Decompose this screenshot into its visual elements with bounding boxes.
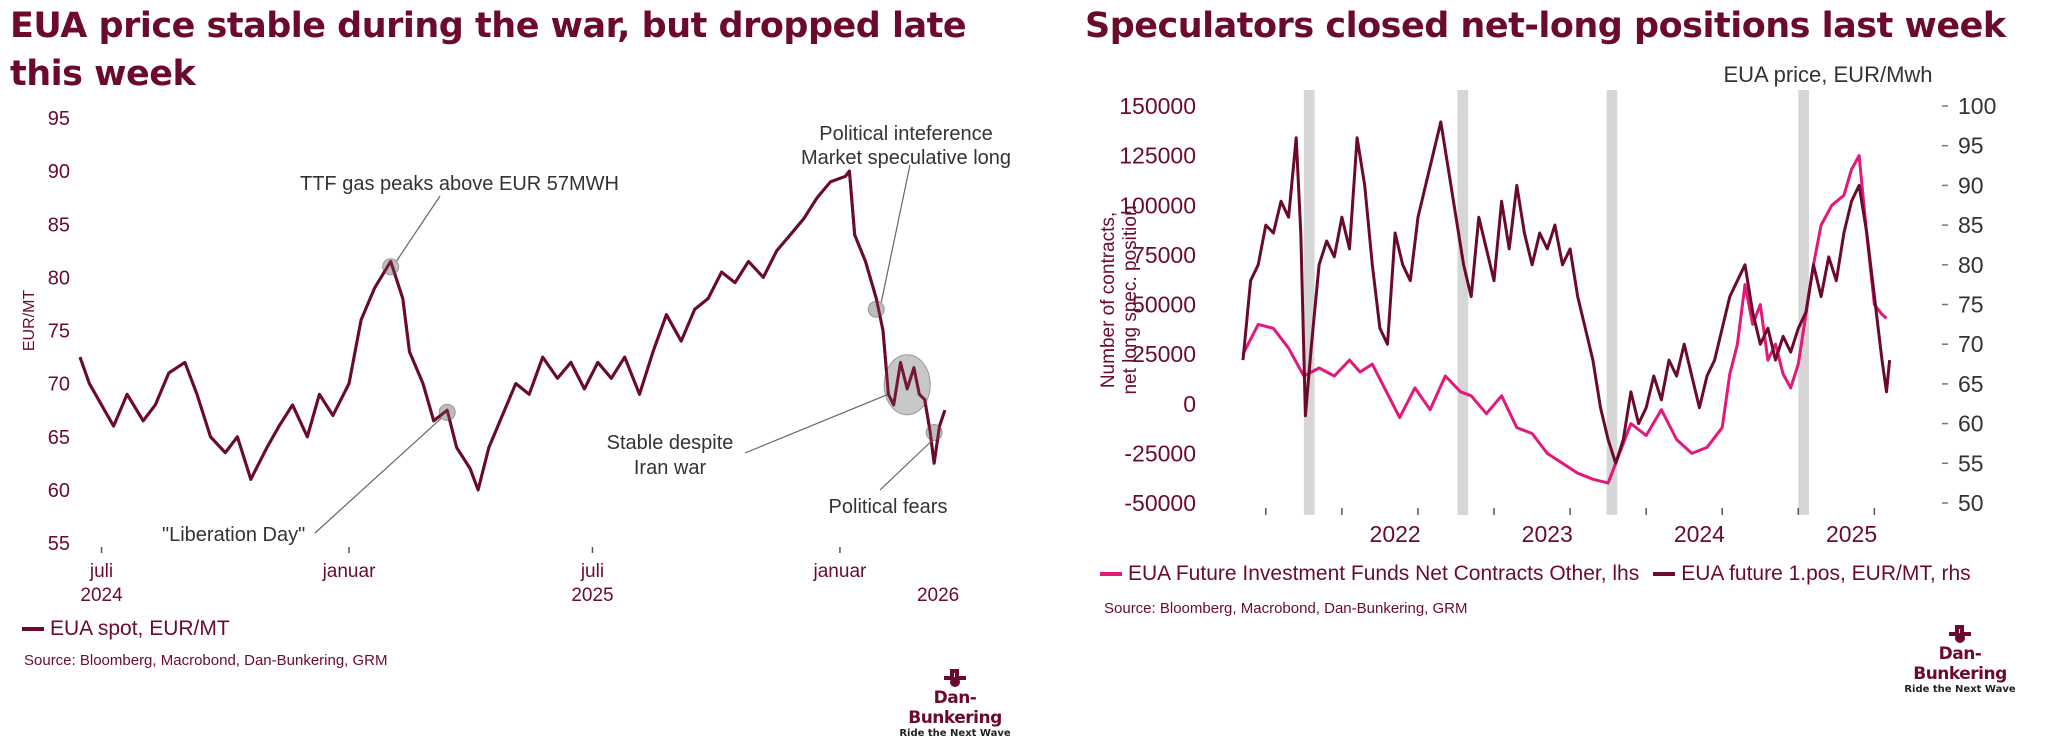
right-series-investment-funds bbox=[1241, 154, 1888, 485]
logo-brand: Dan-Bunkering bbox=[908, 688, 1002, 728]
annotation-leader-liberation bbox=[314, 417, 442, 534]
dan-bunkering-logo-icon bbox=[944, 669, 966, 687]
right-y2tick-label: 60 bbox=[1958, 411, 1984, 437]
left-xtick-label: januar bbox=[813, 561, 867, 582]
right-ytick-label: 150000 bbox=[1119, 93, 1196, 119]
annotation-text-stable-line2: Iran war bbox=[634, 457, 707, 479]
left-legend: EUA spot, EUR/MT bbox=[22, 617, 230, 641]
annotation-text-political-line1: Political inteference bbox=[819, 123, 992, 145]
right-xtick-label: 2024 bbox=[1674, 521, 1725, 547]
right-chart-svg: -50000 -25000 0 25000 50000 75000 100000 125000… bbox=[1098, 62, 1996, 547]
left-source: Source: Bloomberg, Macrobond, Dan-Bunker… bbox=[24, 652, 388, 669]
right-y2tick-label: 75 bbox=[1958, 292, 1984, 318]
right-ytick-label: 25000 bbox=[1132, 341, 1196, 367]
left-ytick-label: 60 bbox=[48, 480, 70, 502]
right-y2tick-label: 85 bbox=[1958, 212, 1984, 238]
logo-tagline: Ride the Next Wave bbox=[899, 728, 1011, 739]
right-y2tick-label: 90 bbox=[1958, 172, 1984, 198]
right-y2tick-label: 100 bbox=[1958, 93, 1996, 119]
right-y2tick-label: 80 bbox=[1958, 252, 1984, 278]
left-ytick-label: 85 bbox=[48, 214, 70, 236]
right-ylabel-line1: Number of contracts, bbox=[1098, 212, 1119, 388]
legend-swatch-eua-future bbox=[1653, 572, 1676, 576]
right-ytick-label: 50000 bbox=[1132, 292, 1196, 318]
annotation-leader-stable bbox=[744, 394, 888, 454]
annotation-text-liberation: "Liberation Day" bbox=[162, 524, 305, 546]
right-ytick-label: 125000 bbox=[1119, 143, 1196, 169]
right-ytick-label: -50000 bbox=[1124, 490, 1196, 516]
right-shaded-period bbox=[1606, 90, 1618, 515]
left-ytick-label: 75 bbox=[48, 321, 70, 343]
left-series-eua-spot-overlay bbox=[78, 169, 947, 492]
dan-bunkering-logo-icon bbox=[1949, 625, 1971, 643]
right-y2tick-label: 50 bbox=[1958, 490, 1984, 516]
legend-label-eua-spot: EUA spot, EUR/MT bbox=[50, 617, 230, 640]
left-xtick-label: juli bbox=[89, 561, 113, 582]
legend-label-investment-funds: EUA Future Investment Funds Net Contract… bbox=[1128, 562, 1640, 585]
right-shaded-period bbox=[1798, 90, 1809, 515]
right-y2tick-label: 95 bbox=[1958, 133, 1984, 159]
right-ytick-label: 0 bbox=[1183, 391, 1196, 417]
right-ytick-label: 100000 bbox=[1119, 192, 1196, 218]
annotation-leader-ttf bbox=[396, 195, 441, 262]
left-ytick-label: 65 bbox=[48, 427, 70, 449]
right-y2label: EUA price, EUR/Mwh bbox=[1723, 62, 1932, 87]
right-y2tick-label: 70 bbox=[1958, 331, 1984, 357]
right-shaded-period bbox=[1303, 90, 1315, 515]
legend-swatch-investment-funds bbox=[1100, 572, 1122, 576]
right-xtick-label: 2025 bbox=[1826, 521, 1877, 547]
right-xtick-label: 2022 bbox=[1370, 521, 1421, 547]
right-xtick-label: 2023 bbox=[1522, 521, 1573, 547]
left-xtick-label: januar bbox=[322, 561, 376, 582]
right-y2tick-label: 55 bbox=[1958, 450, 1984, 476]
right-legend: EUA Future Investment Funds Net Contract… bbox=[1100, 562, 1971, 586]
legend-label-eua-future: EUA future 1.pos, EUR/MT, rhs bbox=[1681, 562, 1971, 585]
logo-tagline: Ride the Next Wave bbox=[1904, 684, 2016, 695]
left-xtick-year: 2025 bbox=[571, 585, 613, 606]
left-ylabel: EUR/MT bbox=[21, 290, 38, 352]
right-source: Source: Bloomberg, Macrobond, Dan-Bunker… bbox=[1104, 600, 1468, 617]
right-shaded-period bbox=[1457, 90, 1469, 515]
right-ylabel-line2: net long spec. position bbox=[1120, 205, 1141, 394]
left-ytick-label: 70 bbox=[48, 374, 70, 396]
left-ytick-label: 90 bbox=[48, 161, 70, 183]
left-chart-title: EUA price stable during the war, but dro… bbox=[10, 6, 967, 94]
left-xtick-label: juli bbox=[580, 561, 604, 582]
left-xtick-year: 2024 bbox=[80, 585, 123, 606]
left-xtick-year: 2026 bbox=[917, 585, 959, 606]
annotation-text-stable-line1: Stable despite bbox=[607, 432, 734, 454]
right-ytick-label: -25000 bbox=[1124, 440, 1196, 466]
annotation-text-political-line2: Market speculative long bbox=[801, 147, 1011, 169]
left-ytick-label: 55 bbox=[48, 533, 70, 555]
annotation-text-ttf: TTF gas peaks above EUR 57MWH bbox=[300, 173, 619, 195]
annotation-leader-political bbox=[880, 164, 911, 303]
right-ytick-label: 75000 bbox=[1132, 242, 1196, 268]
logo-brand: Dan-Bunkering bbox=[1913, 644, 2007, 684]
left-logo: Dan-Bunkering Ride the Next Wave bbox=[895, 668, 1015, 740]
annotation-leader-fears bbox=[879, 440, 933, 491]
left-chart-panel: EUA price stable during the war, but dro… bbox=[10, 6, 1011, 739]
left-ytick-label: 80 bbox=[48, 267, 70, 289]
left-series-eua-spot bbox=[78, 169, 947, 492]
left-ytick-label: 95 bbox=[48, 108, 70, 130]
right-chart-title: Speculators closed net-long positions la… bbox=[1085, 6, 2006, 46]
left-chart-svg: 55 60 65 70 75 80 85 90 95 EUR/MT juli 2024 januar ju… bbox=[21, 108, 1011, 606]
right-y2tick-label: 65 bbox=[1958, 371, 1984, 397]
right-logo: Dan-Bunkering Ride the Next Wave bbox=[1900, 624, 2020, 696]
annotation-text-fears: Political fears bbox=[829, 496, 948, 518]
right-chart-panel: Speculators closed net-long positions la… bbox=[1080, 0, 2072, 726]
legend-swatch-eua-spot bbox=[22, 627, 44, 631]
right-series-eua-future bbox=[1241, 120, 1892, 465]
